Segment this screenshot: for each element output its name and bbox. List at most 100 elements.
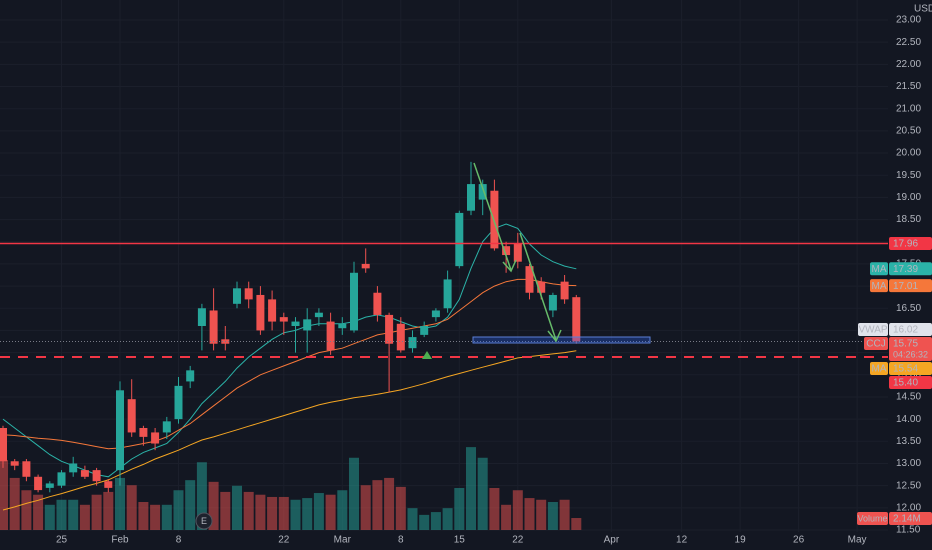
- candle-body: [80, 470, 89, 477]
- x-tick-label: Mar: [334, 535, 352, 546]
- x-tick-label: 15: [454, 535, 466, 546]
- ma-line: [2, 350, 577, 511]
- volume-bar: [536, 499, 547, 530]
- price-label: 17.39: [893, 264, 918, 275]
- candle-body: [22, 461, 31, 477]
- price-label-box: [889, 279, 932, 293]
- volume-tag-box: [857, 512, 888, 526]
- volume-bar: [430, 512, 441, 530]
- candle-body: [373, 292, 382, 315]
- candle-body: [268, 299, 277, 322]
- x-tick-label: 12: [676, 535, 688, 546]
- candle-body: [256, 294, 265, 331]
- candle-body: [443, 279, 452, 309]
- y-tick-label: 22.50: [896, 37, 921, 48]
- earnings-label[interactable]: E: [201, 516, 207, 526]
- price-label-tag: MA: [872, 281, 887, 292]
- price-label: 17.96: [893, 239, 918, 250]
- volume-bar: [278, 496, 289, 530]
- candle-body: [513, 243, 522, 262]
- volume-layer: [0, 447, 582, 530]
- x-tick-label: 26: [793, 535, 805, 546]
- candle-body: [455, 212, 464, 267]
- candle-body: [361, 263, 370, 269]
- candle-body: [338, 323, 347, 329]
- axis-labels: 11.5012.0012.5013.0013.5014.0014.5015.00…: [56, 15, 932, 546]
- y-tick-label: 23.00: [896, 15, 921, 26]
- volume-bar: [466, 447, 476, 530]
- candle-body: [45, 483, 54, 488]
- candle-body: [127, 399, 136, 433]
- volume-bar: [91, 494, 102, 530]
- volume-bar: [21, 490, 32, 530]
- arrow-head: [547, 329, 562, 343]
- candle-body: [279, 317, 288, 322]
- candle-body: [174, 385, 183, 420]
- arrow-head: [502, 259, 517, 273]
- volume-bar: [161, 504, 172, 530]
- price-label-tag-box: [870, 262, 888, 276]
- volume-bar: [220, 491, 231, 530]
- volume-bar: [313, 493, 324, 530]
- candle-layer: [0, 161, 581, 493]
- earnings-marker[interactable]: [195, 512, 213, 530]
- volume-bar: [56, 499, 67, 530]
- volume-bar: [150, 504, 161, 530]
- volume-bar: [33, 494, 44, 530]
- candle-body: [303, 319, 312, 331]
- volume-bar: [337, 490, 348, 530]
- y-tick-label: 13.50: [896, 436, 921, 447]
- y-tick-label: 14.50: [896, 392, 921, 403]
- candle-body: [92, 470, 101, 482]
- volume-bar: [489, 488, 500, 530]
- price-label-tag: VWAP: [858, 325, 887, 336]
- volume-bar: [79, 504, 90, 530]
- volume-bar: [267, 496, 278, 530]
- candle-body: [10, 461, 19, 466]
- volume-bar: [126, 485, 137, 530]
- y-tick-label: 11.50: [896, 525, 921, 536]
- price-label-tag: MA: [872, 264, 887, 275]
- signal-triangle: [422, 351, 432, 359]
- candle-body: [104, 481, 113, 488]
- price-label-box: [889, 362, 932, 376]
- price-label: 15.40: [893, 378, 918, 389]
- volume-bar: [115, 477, 125, 530]
- candle-body: [244, 288, 253, 300]
- y-tick-label: 12.00: [896, 502, 921, 513]
- volume-bar: [196, 462, 207, 530]
- y-tick-label: 21.00: [896, 103, 921, 114]
- trend-arrow: [519, 232, 557, 341]
- volume-bar: [442, 508, 453, 530]
- volume-value-label: 2.14M: [893, 514, 921, 525]
- hline-layer: [0, 242, 888, 359]
- candle-body: [34, 476, 43, 491]
- volume-bar: [547, 502, 558, 530]
- volume-label-box: [889, 512, 932, 526]
- candle-body: [467, 184, 475, 211]
- candle-body: [151, 432, 160, 444]
- volume-bar: [68, 499, 79, 530]
- volume-bar: [395, 486, 406, 530]
- candle-body: [537, 281, 546, 293]
- volume-bar: [407, 508, 418, 530]
- price-label-tag-box: [870, 279, 888, 293]
- candle-body: [209, 310, 218, 344]
- volume-bar: [44, 504, 55, 530]
- y-tick-label: 13.00: [896, 458, 921, 469]
- candle-body: [572, 297, 581, 342]
- volume-bar: [524, 498, 535, 530]
- currency: USD: [914, 4, 932, 15]
- price-label-box: [889, 376, 932, 390]
- candle-body: [502, 246, 511, 256]
- x-tick-label: May: [848, 535, 867, 546]
- candle-body: [162, 421, 171, 433]
- price-label-tag-box: [870, 362, 888, 376]
- x-tick-label: 19: [735, 535, 747, 546]
- candle-body: [385, 314, 394, 344]
- volume-bar: [208, 481, 219, 530]
- candle-body: [350, 272, 358, 331]
- candle-body: [420, 326, 429, 335]
- price-label-box: [889, 237, 932, 251]
